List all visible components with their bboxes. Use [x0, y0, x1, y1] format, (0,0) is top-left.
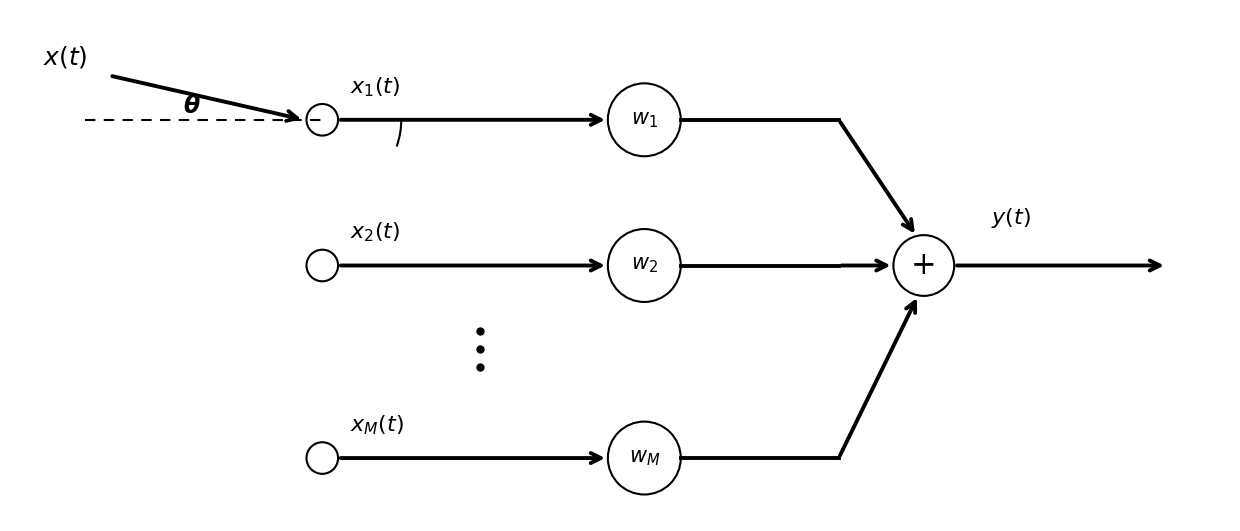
- Text: $x_2(t)$: $x_2(t)$: [350, 221, 401, 244]
- Text: +: +: [911, 250, 936, 281]
- Text: $x(t)$: $x(t)$: [42, 45, 87, 70]
- Text: $y(t)$: $y(t)$: [991, 206, 1030, 230]
- Text: $w_2$: $w_2$: [631, 256, 657, 275]
- Text: $w_M$: $w_M$: [629, 448, 660, 468]
- Text: $x_M(t)$: $x_M(t)$: [350, 414, 404, 437]
- Text: $w_1$: $w_1$: [631, 110, 657, 130]
- Text: $\boldsymbol{\theta}$: $\boldsymbol{\theta}$: [184, 95, 201, 118]
- Text: $x_1(t)$: $x_1(t)$: [350, 75, 401, 99]
